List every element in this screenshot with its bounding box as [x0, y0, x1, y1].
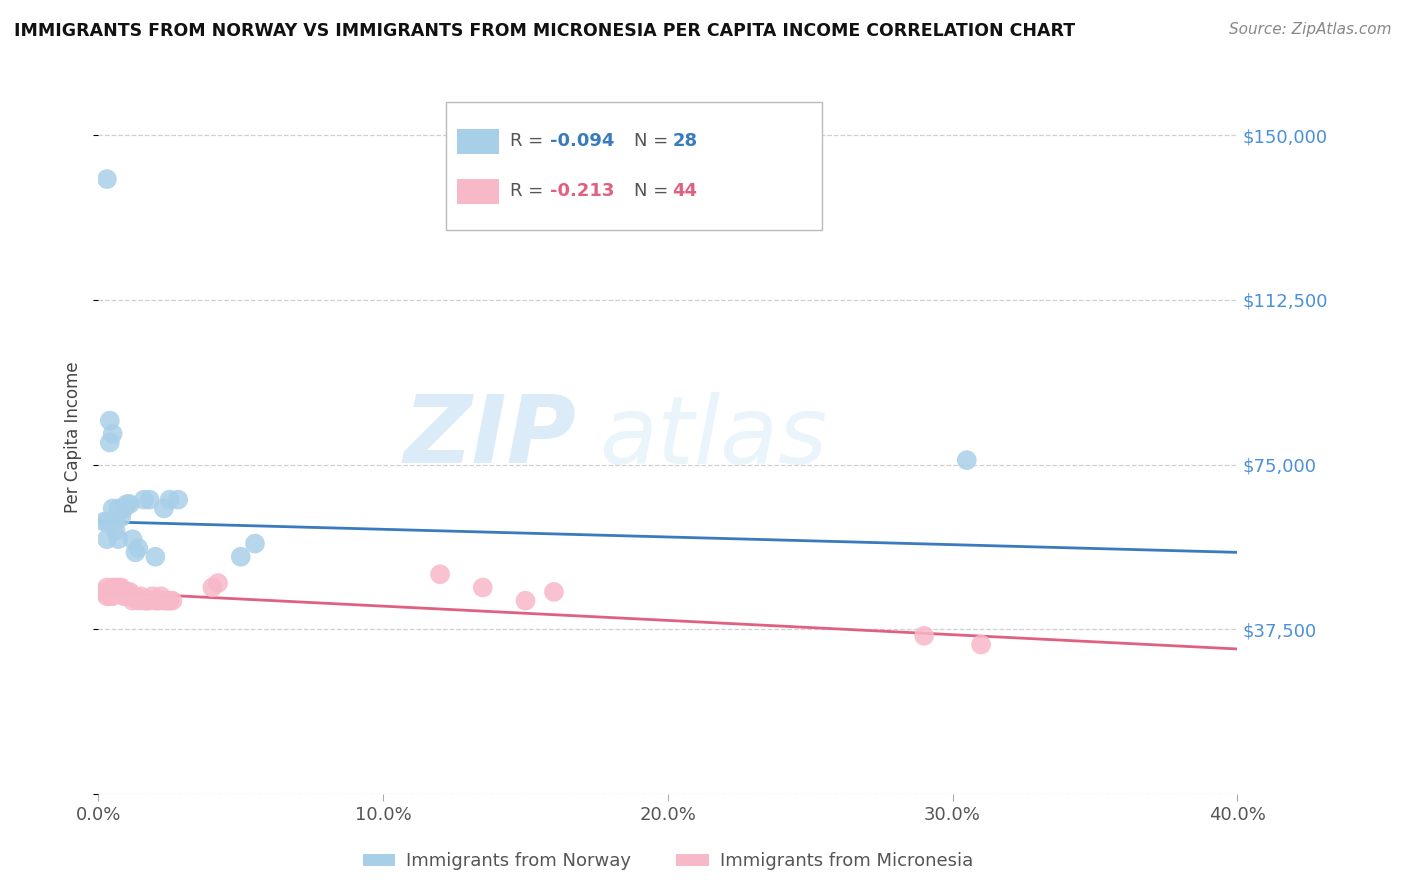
Point	[132, 593, 155, 607]
Text: ZIP: ZIP	[404, 391, 576, 483]
Point	[127, 541, 149, 555]
Point	[115, 497, 138, 511]
Y-axis label: Per Capita Income: Per Capita Income	[65, 361, 83, 513]
Point	[129, 589, 152, 603]
Text: -0.213: -0.213	[550, 182, 614, 200]
Point	[121, 593, 143, 607]
Point	[121, 532, 143, 546]
Point	[96, 589, 118, 603]
Point	[104, 585, 127, 599]
Point	[145, 549, 167, 564]
Point	[138, 492, 160, 507]
Point	[138, 593, 160, 607]
Point	[112, 585, 135, 599]
Point	[101, 501, 124, 516]
Text: 28: 28	[672, 132, 697, 150]
Point	[159, 593, 181, 607]
Point	[243, 536, 266, 550]
Point	[162, 593, 184, 607]
Point	[167, 492, 190, 507]
Point	[93, 585, 115, 599]
Point	[156, 593, 179, 607]
Point	[201, 581, 224, 595]
Point	[110, 585, 132, 599]
Text: IMMIGRANTS FROM NORWAY VS IMMIGRANTS FROM MICRONESIA PER CAPITA INCOME CORRELATI: IMMIGRANTS FROM NORWAY VS IMMIGRANTS FRO…	[14, 22, 1076, 40]
Point	[124, 545, 146, 559]
Point	[515, 593, 537, 607]
Point	[148, 593, 170, 607]
Point	[118, 497, 141, 511]
Point	[98, 435, 121, 450]
Point	[912, 629, 935, 643]
Text: Source: ZipAtlas.com: Source: ZipAtlas.com	[1229, 22, 1392, 37]
Point	[101, 589, 124, 603]
Point	[112, 501, 135, 516]
Point	[970, 638, 993, 652]
Point	[153, 593, 176, 607]
Text: R =: R =	[510, 132, 550, 150]
Text: atlas: atlas	[599, 392, 828, 483]
Point	[110, 581, 132, 595]
Text: R =: R =	[510, 182, 550, 200]
Point	[141, 589, 163, 603]
Point	[115, 585, 138, 599]
Point	[104, 515, 127, 529]
Point	[104, 524, 127, 538]
Point	[101, 581, 124, 595]
Point	[107, 532, 129, 546]
Point	[543, 585, 565, 599]
Point	[96, 581, 118, 595]
Point	[115, 589, 138, 603]
Point	[98, 585, 121, 599]
Point	[471, 581, 494, 595]
Point	[124, 589, 146, 603]
Text: 44: 44	[672, 182, 697, 200]
Point	[150, 589, 173, 603]
Point	[127, 593, 149, 607]
Point	[118, 585, 141, 599]
Text: -0.094: -0.094	[550, 132, 614, 150]
Point	[96, 515, 118, 529]
Point	[121, 589, 143, 603]
Point	[96, 532, 118, 546]
Point	[101, 426, 124, 441]
Point	[132, 492, 155, 507]
Point	[429, 567, 451, 582]
Point	[145, 593, 167, 607]
Point	[98, 589, 121, 603]
Legend: Immigrants from Norway, Immigrants from Micronesia: Immigrants from Norway, Immigrants from …	[356, 846, 980, 878]
Text: N =: N =	[634, 132, 673, 150]
Point	[101, 585, 124, 599]
Point	[112, 589, 135, 603]
Point	[159, 492, 181, 507]
Point	[107, 585, 129, 599]
Point	[96, 172, 118, 186]
Point	[956, 453, 979, 467]
Point	[93, 515, 115, 529]
Point	[207, 576, 229, 591]
Point	[153, 501, 176, 516]
Point	[98, 414, 121, 428]
Point	[107, 501, 129, 516]
Point	[107, 581, 129, 595]
Point	[229, 549, 252, 564]
Point	[118, 589, 141, 603]
Point	[110, 510, 132, 524]
Text: N =: N =	[634, 182, 673, 200]
Point	[104, 581, 127, 595]
Point	[135, 593, 157, 607]
